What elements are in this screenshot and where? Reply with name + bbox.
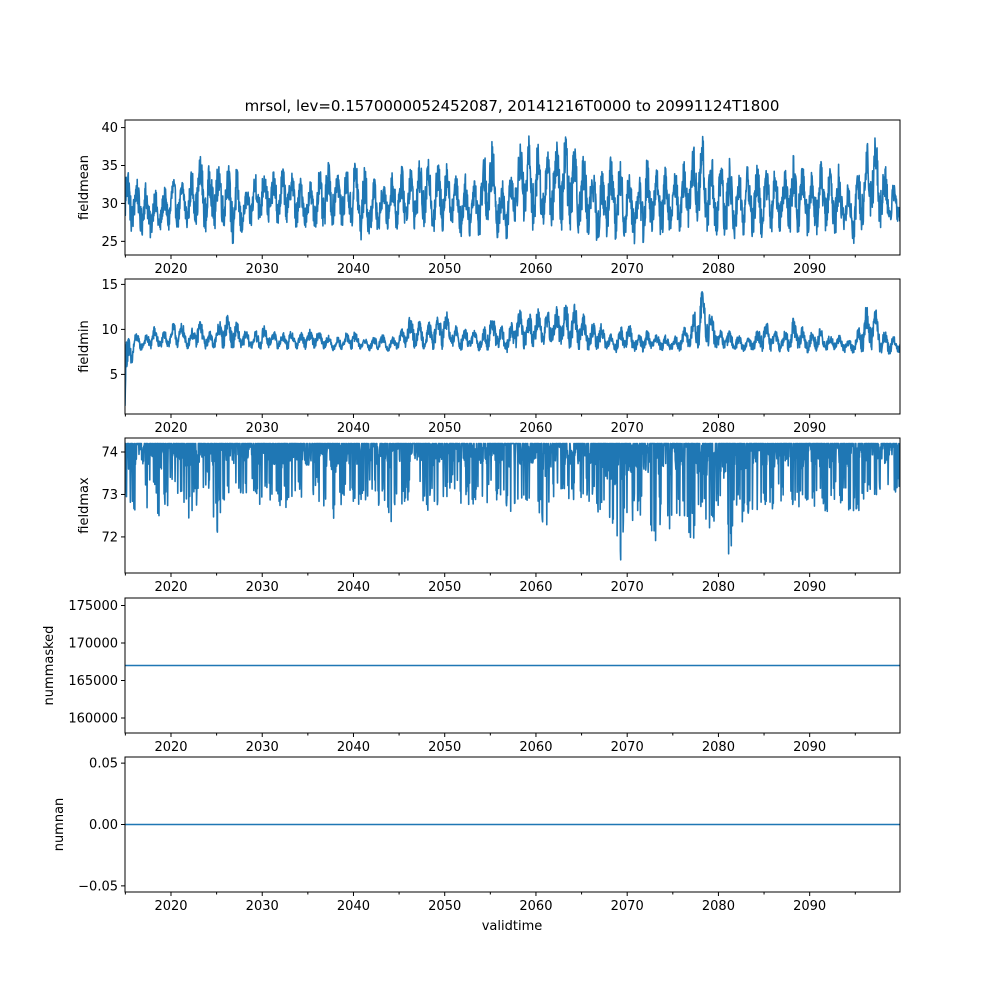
y-tick-label: 165000 bbox=[68, 674, 118, 689]
y-tick-label: 5 bbox=[110, 368, 118, 383]
panel-fieldmax: 72 73 74 2020 2030 2040 2050 2060 2070 2080 2090 fi… bbox=[77, 437, 901, 595]
x-tick-label: 2020 bbox=[154, 262, 187, 277]
x-tick-label: 2040 bbox=[337, 421, 370, 436]
x-tick-label: 2020 bbox=[154, 580, 187, 595]
x-tick-label: 2090 bbox=[793, 580, 826, 595]
x-tick-label: 2060 bbox=[519, 899, 552, 914]
y-tick-label: 35 bbox=[101, 159, 118, 174]
y-tick-label: 175000 bbox=[68, 599, 118, 614]
y-tick-label: −0.05 bbox=[78, 879, 118, 894]
x-tick-label: 2040 bbox=[337, 740, 370, 755]
x-tick-label: 2090 bbox=[793, 262, 826, 277]
x-tick-label: 2090 bbox=[793, 421, 826, 436]
y-tick-label: 74 bbox=[101, 446, 118, 461]
x-tick-label: 2080 bbox=[702, 580, 735, 595]
y-tick-label: 0.05 bbox=[89, 757, 118, 772]
x-tick-label: 2050 bbox=[428, 899, 461, 914]
y-tick-label: 72 bbox=[101, 530, 118, 545]
y-axis-label-fieldmin: fieldmin bbox=[77, 320, 92, 373]
x-tick-label: 2050 bbox=[428, 421, 461, 436]
x-tick-label: 2060 bbox=[519, 421, 552, 436]
chart-title: mrsol, lev=0.1570000052452087, 20141216T… bbox=[245, 97, 780, 115]
x-tick-label: 2070 bbox=[611, 899, 644, 914]
y-tick-label: 30 bbox=[101, 197, 118, 212]
x-tick-label: 2030 bbox=[246, 580, 279, 595]
x-tick-label: 2040 bbox=[337, 899, 370, 914]
x-tick-label: 2030 bbox=[246, 740, 279, 755]
x-tick-label: 2090 bbox=[793, 740, 826, 755]
x-tick-label: 2030 bbox=[246, 899, 279, 914]
panels: 25 30 35 40 2020 2030 2040 2050 2060 2070 2080 2090… bbox=[42, 119, 901, 914]
x-tick-label: 2060 bbox=[519, 580, 552, 595]
y-axis-label-fieldmean: fieldmean bbox=[77, 155, 92, 220]
x-tick-label: 2070 bbox=[611, 421, 644, 436]
x-tick-label: 2070 bbox=[611, 262, 644, 277]
y-tick-label: 15 bbox=[101, 278, 118, 293]
axes-frame bbox=[124, 597, 901, 734]
x-tick-label: 2030 bbox=[246, 421, 279, 436]
y-tick-label: 73 bbox=[101, 488, 118, 503]
axes-frame bbox=[124, 278, 901, 415]
y-tick-label: 0.00 bbox=[89, 818, 118, 833]
axes-frame bbox=[124, 437, 901, 574]
panel-nummasked: 160000 165000 170000 175000 2020 2030 2040 2050… bbox=[42, 597, 901, 755]
y-tick-label: 25 bbox=[101, 235, 118, 250]
x-tick-label: 2020 bbox=[154, 899, 187, 914]
x-tick-label: 2030 bbox=[246, 262, 279, 277]
series-line-fieldmax bbox=[125, 442, 900, 561]
panel-fieldmean: 25 30 35 40 2020 2030 2040 2050 2060 2070 2080 2090… bbox=[77, 119, 901, 277]
x-tick-label: 2080 bbox=[702, 421, 735, 436]
x-axis-label: validtime bbox=[482, 919, 543, 934]
x-tick-label: 2050 bbox=[428, 580, 461, 595]
panel-numnan: −0.05 0.00 0.05 2020 2030 2040 2050 2060 2070 208… bbox=[52, 756, 901, 914]
y-axis-label-numnan: numnan bbox=[52, 798, 67, 852]
x-tick-label: 2040 bbox=[337, 580, 370, 595]
x-tick-label: 2080 bbox=[702, 262, 735, 277]
axes-frame bbox=[124, 119, 901, 256]
y-axis-label-nummasked: nummasked bbox=[42, 626, 57, 706]
x-tick-label: 2050 bbox=[428, 740, 461, 755]
series-line-fieldmin bbox=[125, 291, 900, 406]
panel-fieldmin: 5 10 15 2020 2030 2040 2050 2060 2070 2080 2090 fie… bbox=[77, 278, 901, 436]
x-tick-label: 2060 bbox=[519, 262, 552, 277]
x-tick-label: 2070 bbox=[611, 580, 644, 595]
x-tick-label: 2020 bbox=[154, 421, 187, 436]
y-tick-label: 170000 bbox=[68, 637, 118, 652]
series-line-fieldmean bbox=[125, 135, 900, 245]
x-tick-label: 2080 bbox=[702, 740, 735, 755]
x-tick-label: 2080 bbox=[702, 899, 735, 914]
y-tick-label: 10 bbox=[101, 323, 118, 338]
x-tick-label: 2090 bbox=[793, 899, 826, 914]
y-axis-label-fieldmax: fieldmax bbox=[77, 477, 92, 534]
x-tick-label: 2060 bbox=[519, 740, 552, 755]
y-tick-label: 160000 bbox=[68, 712, 118, 727]
x-tick-label: 2050 bbox=[428, 262, 461, 277]
y-tick-label: 40 bbox=[101, 121, 118, 136]
x-tick-label: 2070 bbox=[611, 740, 644, 755]
x-tick-label: 2020 bbox=[154, 740, 187, 755]
x-tick-label: 2040 bbox=[337, 262, 370, 277]
